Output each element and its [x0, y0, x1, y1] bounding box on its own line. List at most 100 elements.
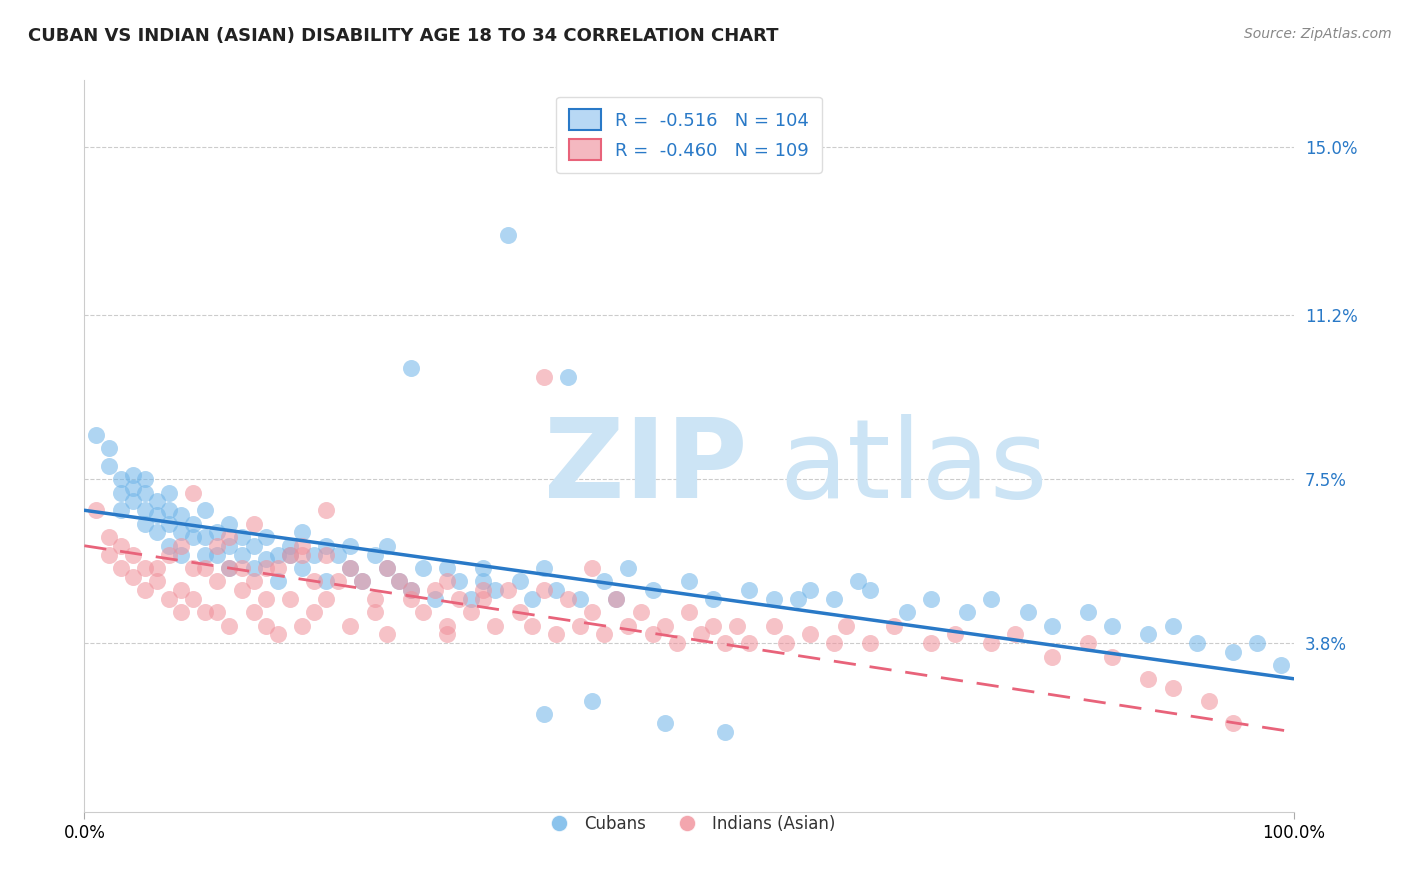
Point: [1198, 694, 1220, 708]
Point: [920, 636, 942, 650]
Point: [484, 618, 506, 632]
Point: [291, 548, 314, 562]
Point: [533, 707, 555, 722]
Point: [315, 548, 337, 562]
Point: [157, 516, 180, 531]
Point: [121, 570, 143, 584]
Point: [920, 591, 942, 606]
Point: [1017, 605, 1039, 619]
Point: [654, 716, 676, 731]
Point: [97, 548, 120, 562]
Point: [170, 548, 193, 562]
Point: [835, 618, 858, 632]
Point: [302, 548, 325, 562]
Point: [207, 539, 229, 553]
Point: [170, 539, 193, 553]
Point: [181, 516, 204, 531]
Point: [218, 516, 240, 531]
Point: [1004, 627, 1026, 641]
Point: [291, 618, 314, 632]
Point: [352, 574, 374, 589]
Point: [1161, 618, 1184, 632]
Point: [231, 561, 253, 575]
Point: [291, 525, 314, 540]
Text: Source: ZipAtlas.com: Source: ZipAtlas.com: [1244, 27, 1392, 41]
Point: [110, 561, 132, 575]
Point: [1246, 636, 1268, 650]
Point: [375, 561, 398, 575]
Point: [496, 583, 519, 598]
Point: [363, 591, 385, 606]
Point: [194, 548, 217, 562]
Point: [581, 561, 603, 575]
Point: [207, 548, 229, 562]
Point: [134, 503, 156, 517]
Point: [254, 591, 277, 606]
Point: [218, 618, 240, 632]
Point: [423, 591, 446, 606]
Point: [302, 574, 325, 589]
Point: [472, 574, 495, 589]
Point: [170, 525, 193, 540]
Point: [110, 472, 132, 486]
Point: [278, 548, 301, 562]
Point: [157, 548, 180, 562]
Point: [509, 574, 531, 589]
Point: [460, 591, 482, 606]
Point: [654, 618, 676, 632]
Point: [1101, 649, 1123, 664]
Point: [242, 605, 264, 619]
Point: [449, 574, 471, 589]
Point: [423, 583, 446, 598]
Point: [157, 539, 180, 553]
Point: [375, 539, 398, 553]
Point: [194, 605, 217, 619]
Text: atlas: atlas: [780, 415, 1047, 522]
Point: [762, 618, 785, 632]
Point: [1040, 649, 1063, 664]
Point: [544, 627, 567, 641]
Point: [110, 503, 132, 517]
Point: [1077, 636, 1099, 650]
Point: [134, 561, 156, 575]
Point: [134, 472, 156, 486]
Point: [278, 548, 301, 562]
Point: [242, 561, 264, 575]
Point: [315, 503, 337, 517]
Point: [896, 605, 918, 619]
Point: [399, 583, 422, 598]
Point: [146, 574, 169, 589]
Point: [388, 574, 411, 589]
Point: [134, 516, 156, 531]
Point: [714, 725, 737, 739]
Point: [291, 561, 314, 575]
Point: [665, 636, 688, 650]
Point: [678, 605, 700, 619]
Point: [1222, 645, 1244, 659]
Point: [581, 694, 603, 708]
Point: [533, 561, 555, 575]
Point: [1077, 605, 1099, 619]
Point: [231, 548, 253, 562]
Point: [218, 561, 240, 575]
Point: [121, 481, 143, 495]
Point: [254, 552, 277, 566]
Point: [218, 539, 240, 553]
Point: [702, 591, 724, 606]
Point: [557, 591, 579, 606]
Point: [823, 591, 845, 606]
Point: [484, 583, 506, 598]
Point: [399, 583, 422, 598]
Point: [146, 525, 169, 540]
Point: [121, 494, 143, 508]
Point: [1185, 636, 1208, 650]
Point: [544, 583, 567, 598]
Point: [617, 561, 640, 575]
Point: [593, 574, 616, 589]
Point: [412, 561, 434, 575]
Point: [375, 561, 398, 575]
Point: [859, 636, 882, 650]
Point: [520, 591, 543, 606]
Point: [86, 503, 108, 517]
Point: [121, 467, 143, 482]
